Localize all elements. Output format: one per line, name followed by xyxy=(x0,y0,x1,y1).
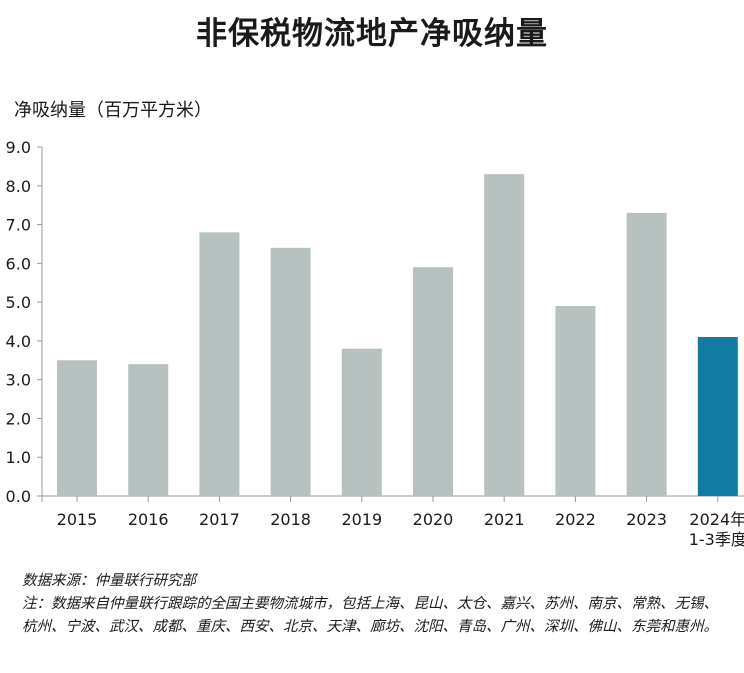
x-tick-label: 2021 xyxy=(484,510,525,529)
bar-4 xyxy=(341,348,382,496)
y-tick-label: 1.0 xyxy=(6,448,31,467)
x-tick-label: 2016 xyxy=(128,510,169,529)
x-tick-label: 2019 xyxy=(341,510,382,529)
bar-chart: 0.0 1.0 2.0 3.0 4.0 5.0 6.0 7.0 8.0 9.0 2015 2016 20… xyxy=(6,138,744,549)
bar-3 xyxy=(270,247,311,496)
y-tick-label: 2.0 xyxy=(6,409,31,428)
y-tick-label: 7.0 xyxy=(6,216,31,235)
y-tick-label: 9.0 xyxy=(6,138,31,157)
x-tick-label: 2017 xyxy=(199,510,240,529)
x-tick-label: 2015 xyxy=(57,510,98,529)
x-tick-label: 1-3季度 xyxy=(689,530,744,549)
y-tick-label: 5.0 xyxy=(6,293,31,312)
bar-5 xyxy=(413,267,453,496)
bar-2 xyxy=(199,232,240,497)
chart-footer: 数据来源：仲量联行研究部 注：数据来自仲量联行跟踪的全国主要物流城市，包括上海、… xyxy=(22,570,722,639)
x-tick-label: 2018 xyxy=(270,510,311,529)
footnote: 注：数据来自仲量联行跟踪的全国主要物流城市，包括上海、昆山、太仓、嘉兴、苏州、南… xyxy=(22,596,718,635)
bar-9 xyxy=(697,337,738,496)
bar-0 xyxy=(57,360,97,496)
x-tick-label: 2024年 xyxy=(689,510,744,529)
x-tick-label: 2020 xyxy=(413,510,454,529)
y-tick-label: 3.0 xyxy=(6,371,31,390)
y-tick-label: 8.0 xyxy=(6,177,31,196)
y-axis-label: 净吸纳量（百万平方米） xyxy=(14,100,212,121)
chart-title: 非保税物流地产净吸纳量 xyxy=(196,16,548,52)
y-tick-label: 6.0 xyxy=(6,254,31,273)
x-tick-label: 2023 xyxy=(626,510,667,529)
bar-8 xyxy=(626,212,667,496)
y-tick-label: 0.0 xyxy=(6,487,31,506)
bar-1 xyxy=(128,364,169,496)
source-note: 数据来源：仲量联行研究部 xyxy=(22,573,196,589)
x-tick-label: 2022 xyxy=(555,510,596,529)
bar-6 xyxy=(484,174,525,496)
y-tick-label: 4.0 xyxy=(6,332,31,351)
bar-7 xyxy=(555,305,596,496)
